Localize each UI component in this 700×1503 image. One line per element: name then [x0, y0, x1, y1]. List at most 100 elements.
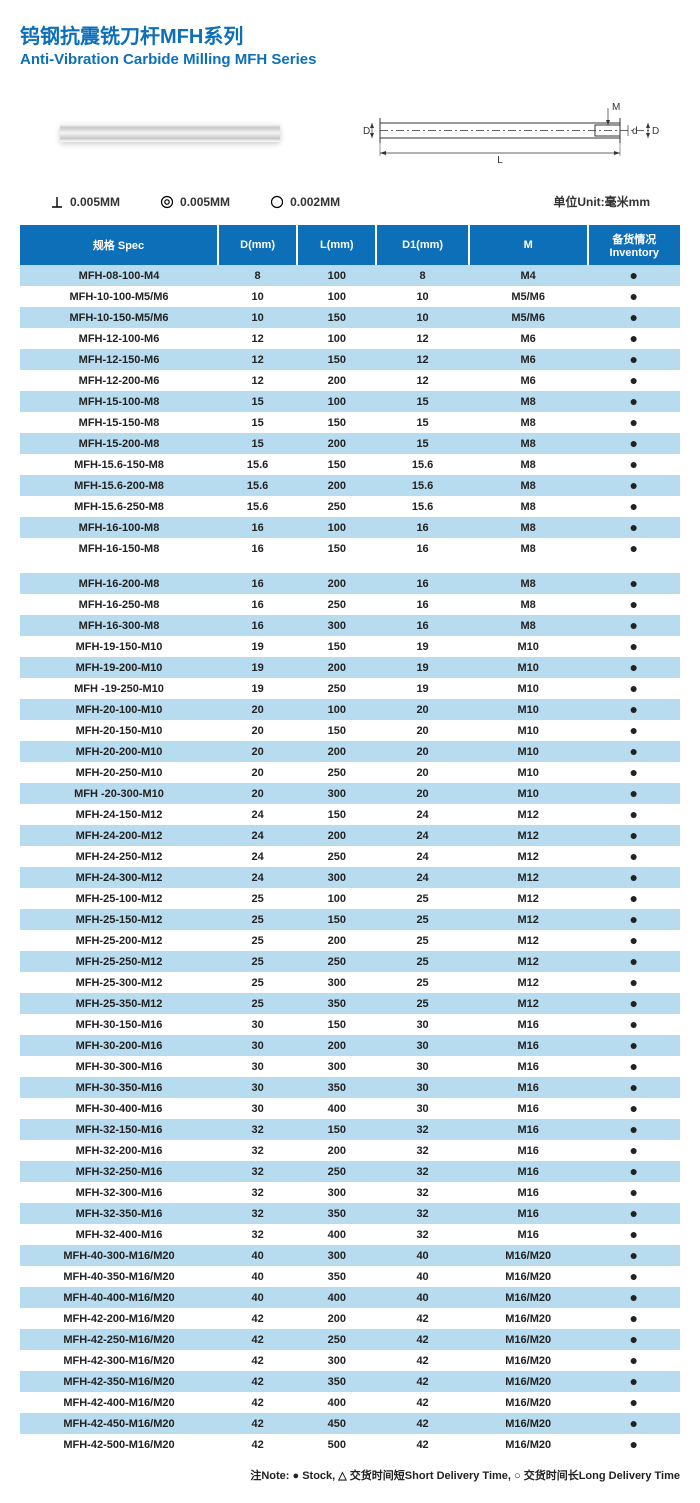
stock-dot-icon: ● — [630, 519, 638, 535]
cell-L: 150 — [297, 412, 376, 433]
cell-D: 25 — [218, 930, 297, 951]
cell-D: 24 — [218, 846, 297, 867]
cell-L: 300 — [297, 783, 376, 804]
cell-M: M16 — [469, 1035, 588, 1056]
cell-M: M12 — [469, 867, 588, 888]
cell-L: 200 — [297, 825, 376, 846]
cell-M: M12 — [469, 909, 588, 930]
cell-D1: 20 — [376, 699, 468, 720]
cell-inventory: ● — [588, 1287, 680, 1308]
cell-inventory: ● — [588, 1161, 680, 1182]
cell-L: 400 — [297, 1287, 376, 1308]
cell-spec: MFH-32-150-M16 — [20, 1119, 218, 1140]
cell-M: M8 — [469, 517, 588, 538]
cell-M: M12 — [469, 804, 588, 825]
table-row: MFH-20-250-M102025020M10● — [20, 762, 680, 783]
cell-inventory: ● — [588, 1077, 680, 1098]
cell-inventory: ● — [588, 517, 680, 538]
cell-M: M12 — [469, 846, 588, 867]
cell-inventory: ● — [588, 930, 680, 951]
cell-M: M16/M20 — [469, 1371, 588, 1392]
cell-D1: 32 — [376, 1182, 468, 1203]
table-row: MFH-24-250-M122425024M12● — [20, 846, 680, 867]
cell-spec: MFH-20-250-M10 — [20, 762, 218, 783]
cell-M: M8 — [469, 433, 588, 454]
diagram-D-label: D — [363, 126, 370, 137]
perpendicularity-spec: 0.005MM — [50, 195, 120, 209]
cell-M: M16 — [469, 1119, 588, 1140]
concentricity-spec: 0.005MM — [160, 195, 230, 209]
cell-M: M8 — [469, 573, 588, 594]
stock-dot-icon: ● — [630, 1352, 638, 1368]
cell-spec: MFH-19-200-M10 — [20, 657, 218, 678]
stock-dot-icon: ● — [630, 456, 638, 472]
table-row: MFH-24-150-M122415024M12● — [20, 804, 680, 825]
cell-D: 32 — [218, 1161, 297, 1182]
stock-dot-icon: ● — [630, 1373, 638, 1389]
cell-spec: MFH -19-250-M10 — [20, 678, 218, 699]
cell-D1: 25 — [376, 951, 468, 972]
cell-spec: MFH-20-100-M10 — [20, 699, 218, 720]
cell-inventory: ● — [588, 496, 680, 517]
cell-M: M16/M20 — [469, 1350, 588, 1371]
cell-L: 200 — [297, 1308, 376, 1329]
table-row: MFH-16-300-M81630016M8● — [20, 615, 680, 636]
cell-L: 350 — [297, 1203, 376, 1224]
cell-spec: MFH-25-350-M12 — [20, 993, 218, 1014]
cell-D1: 25 — [376, 993, 468, 1014]
stock-dot-icon: ● — [630, 659, 638, 675]
cell-spec: MFH-10-100-M5/M6 — [20, 286, 218, 307]
title-cn: 钨钢抗震铣刀杆MFH系列 — [20, 20, 680, 49]
cell-L: 400 — [297, 1392, 376, 1413]
cell-spec: MFH-42-300-M16/M20 — [20, 1350, 218, 1371]
cell-inventory: ● — [588, 783, 680, 804]
cell-D: 20 — [218, 720, 297, 741]
cell-L: 450 — [297, 1413, 376, 1434]
cell-spec: MFH-42-400-M16/M20 — [20, 1392, 218, 1413]
cell-inventory: ● — [588, 1245, 680, 1266]
stock-dot-icon: ● — [630, 785, 638, 801]
stock-dot-icon: ● — [630, 1331, 638, 1347]
stock-dot-icon: ● — [630, 575, 638, 591]
cell-L: 150 — [297, 307, 376, 328]
cell-spec: MFH-15-150-M8 — [20, 412, 218, 433]
table-row: MFH-25-250-M122525025M12● — [20, 951, 680, 972]
stock-dot-icon: ● — [630, 372, 638, 388]
cell-D: 42 — [218, 1329, 297, 1350]
cell-inventory: ● — [588, 741, 680, 762]
cell-L: 100 — [297, 888, 376, 909]
cell-inventory: ● — [588, 972, 680, 993]
cell-inventory: ● — [588, 594, 680, 615]
cell-D1: 25 — [376, 909, 468, 930]
cell-spec: MFH-16-150-M8 — [20, 538, 218, 559]
stock-dot-icon: ● — [630, 974, 638, 990]
cell-D: 40 — [218, 1245, 297, 1266]
cell-L: 150 — [297, 804, 376, 825]
cell-D: 25 — [218, 909, 297, 930]
stock-dot-icon: ● — [630, 1121, 638, 1137]
cell-inventory: ● — [588, 846, 680, 867]
cell-L: 200 — [297, 573, 376, 594]
cell-inventory: ● — [588, 993, 680, 1014]
cell-spec: MFH-20-200-M10 — [20, 741, 218, 762]
cell-spec: MFH-32-300-M16 — [20, 1182, 218, 1203]
cell-D1: 10 — [376, 307, 468, 328]
stock-dot-icon: ● — [630, 1226, 638, 1242]
cell-M: M8 — [469, 594, 588, 615]
table-row: MFH-25-200-M122520025M12● — [20, 930, 680, 951]
cell-inventory: ● — [588, 412, 680, 433]
cell-D: 16 — [218, 517, 297, 538]
cell-D: 8 — [218, 265, 297, 286]
cell-spec: MFH-30-350-M16 — [20, 1077, 218, 1098]
cell-D1: 12 — [376, 328, 468, 349]
cell-inventory: ● — [588, 1266, 680, 1287]
cell-D1: 16 — [376, 517, 468, 538]
cell-spec: MFH-42-350-M16/M20 — [20, 1371, 218, 1392]
table-row: MFH-20-100-M102010020M10● — [20, 699, 680, 720]
table-row: MFH-42-300-M16/M204230042M16/M20● — [20, 1350, 680, 1371]
table-gap-row — [20, 559, 680, 573]
cell-L: 300 — [297, 615, 376, 636]
cell-inventory: ● — [588, 328, 680, 349]
cell-D: 42 — [218, 1308, 297, 1329]
cell-D: 19 — [218, 678, 297, 699]
